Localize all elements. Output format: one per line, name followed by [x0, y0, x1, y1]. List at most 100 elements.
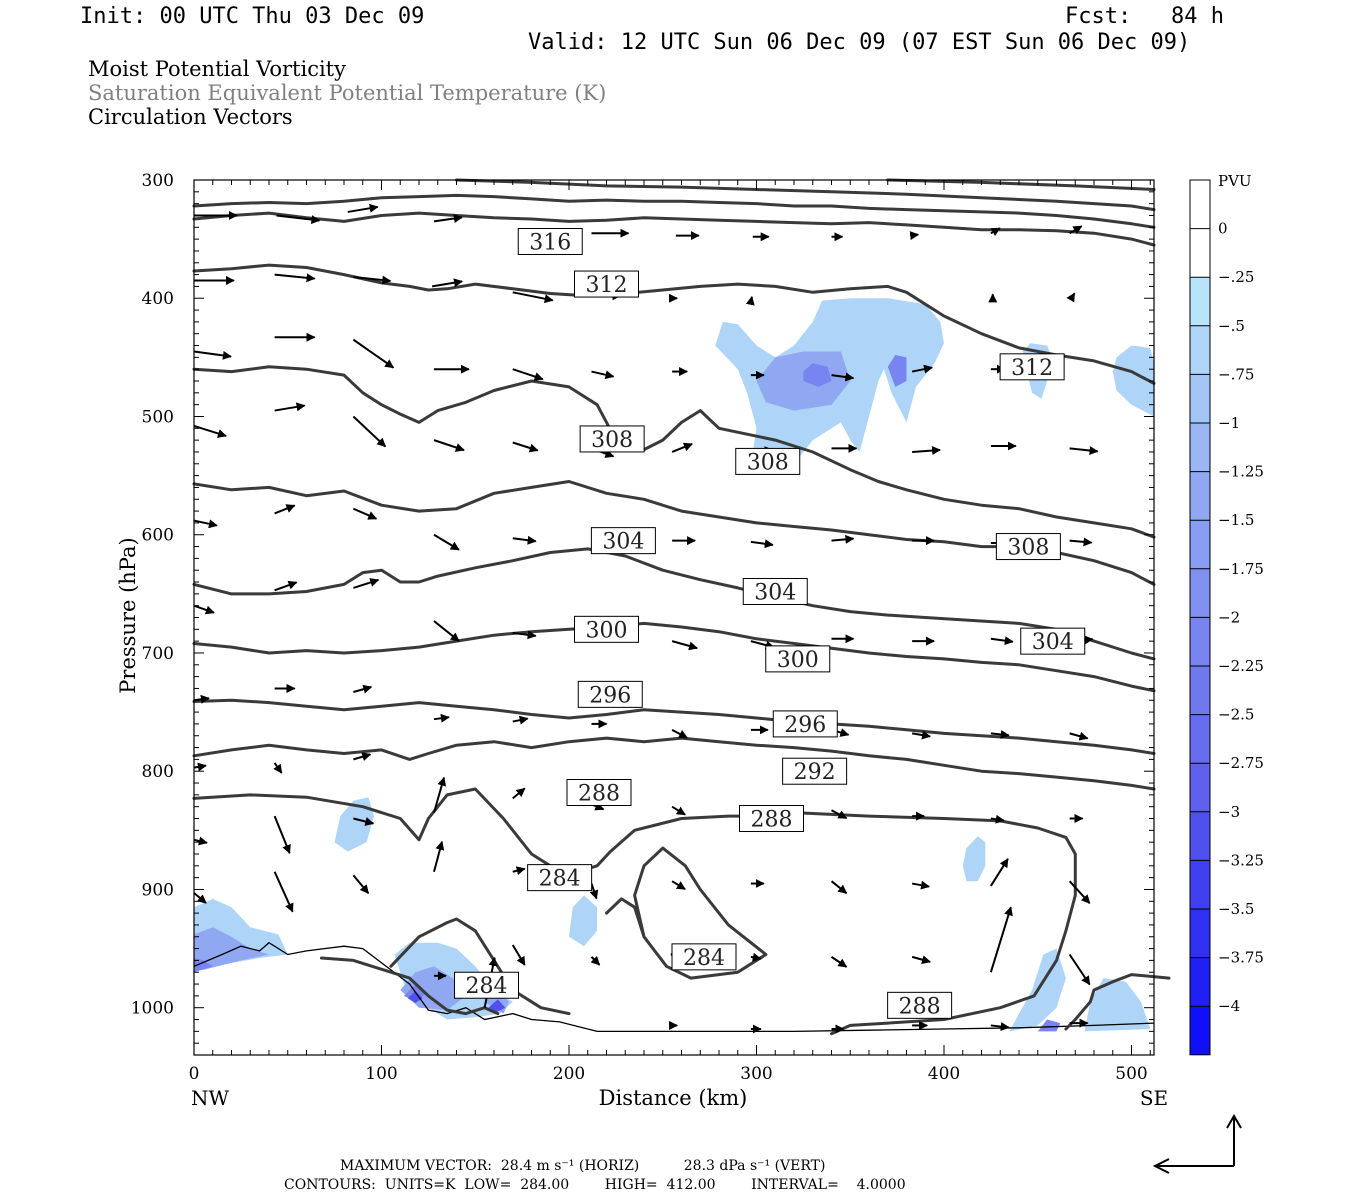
circulation-vector [750, 539, 774, 549]
contour-label: 316 [517, 227, 583, 255]
colorbar-label: −3.5 [1218, 900, 1254, 918]
pv-region [887, 355, 907, 387]
pv-region [1084, 978, 1151, 1032]
y-tick-label: 700 [142, 644, 174, 664]
x-end-label-nw: NW [191, 1086, 230, 1110]
colorbar-label: −2.5 [1218, 706, 1254, 724]
theta-es-contour-312 [192, 263, 1156, 385]
x-tick-label: 500 [1115, 1064, 1147, 1084]
circulation-vector [353, 275, 392, 285]
contour-label-text: 288 [751, 808, 793, 833]
theta-es-contour-324 [455, 178, 1156, 212]
circulation-vector [830, 956, 848, 968]
circulation-vector [431, 278, 464, 288]
circulation-vector [512, 535, 537, 545]
colorbar-label: −.25 [1218, 268, 1254, 286]
pv-region [334, 797, 374, 852]
max-vector-note: MAXIMUM VECTOR: 28.4 m s⁻¹ (HORIZ) 28.3 … [340, 1158, 826, 1174]
contour-label: 288 [739, 805, 804, 833]
circulation-vector [1069, 731, 1089, 741]
theta-es-contour-308 [192, 365, 1156, 539]
circulation-vector [433, 620, 460, 642]
circulation-vector [1068, 953, 1091, 986]
contour-label: 292 [782, 757, 848, 785]
contour-label: 288 [566, 779, 632, 807]
field-title-vectors: Circulation Vectors [88, 105, 293, 129]
y-tick-label: 900 [142, 880, 174, 900]
contour-label-text: 316 [529, 230, 571, 255]
circulation-vector [193, 519, 218, 529]
circulation-vector [512, 291, 554, 304]
x-tick-label: 0 [189, 1064, 200, 1084]
colorbar-swatch [1190, 471, 1210, 521]
plot-area [194, 180, 1154, 1055]
colorbar-swatch [1190, 666, 1210, 715]
circulation-vector [352, 874, 370, 894]
x-tick-label: 300 [740, 1064, 772, 1084]
colorbar-swatch [1190, 374, 1210, 423]
init-time: Init: 00 UTC Thu 03 Dec 09 [80, 4, 425, 29]
contour-label-box [517, 227, 583, 255]
contour-label-text: 304 [602, 530, 644, 555]
circulation-vector [990, 814, 1005, 824]
axes-layer: 300 400 500 600 700 800 900 1000 0 100 200 300 400 50… [116, 171, 1168, 1110]
pv-region [962, 836, 986, 882]
pv-colorbar: PVU 0 −.25 −.5 −.75 −1 −1.25 −1.5 −1.75 −2 −2.25 −2… [1189, 172, 1264, 1056]
contour-label-text: 292 [794, 760, 836, 785]
contour-label-box [527, 864, 593, 892]
contour-label-box [574, 615, 639, 643]
circulation-vector [353, 817, 375, 826]
x-axis-label: Distance (km) [599, 1086, 748, 1110]
circulation-vector [830, 880, 848, 894]
contour-label-box [765, 645, 831, 673]
contour-label: 304 [1020, 627, 1086, 655]
pv-region [756, 351, 851, 411]
circulation-vector [511, 944, 526, 966]
circulation-vector [990, 227, 1001, 237]
contour-label-text: 300 [777, 648, 819, 673]
contour-label: 308 [995, 533, 1061, 561]
circulation-vector [276, 214, 321, 225]
colorbar-swatch [1190, 520, 1210, 569]
y-tick-label: 500 [142, 407, 174, 427]
theta-es-contour-304 [192, 547, 1156, 661]
field-title-theta-es: Saturation Equivalent Potential Temperat… [88, 81, 607, 105]
circulation-vector [274, 580, 298, 592]
circulation-vector [512, 368, 544, 381]
contour-label-box [577, 680, 643, 708]
contour-label-text: 288 [578, 782, 620, 807]
contour-label-text: 284 [683, 946, 725, 971]
theta-es-contour-320 [192, 193, 1156, 229]
contour-label-box [735, 447, 801, 475]
contour-label: 304 [742, 577, 808, 605]
contour-label-box [782, 757, 848, 785]
circulation-vector [671, 442, 693, 453]
theta-es-contour-288 [192, 787, 1077, 1036]
contour-label-box [999, 353, 1065, 381]
y-tick-label: 1000 [131, 999, 174, 1019]
x-end-label-se: SE [1140, 1086, 1168, 1110]
pv-region [803, 363, 832, 387]
contour-label-box [566, 779, 632, 806]
contour-label: 288 [887, 991, 953, 1019]
circulation-vector [989, 906, 1013, 973]
theta-es-contour-284 [389, 917, 571, 1016]
circulation-vector [590, 955, 601, 966]
contour-label-text: 308 [747, 450, 789, 475]
contour-label-text: 308 [1007, 536, 1049, 561]
contour-info-note: CONTOURS: UNITS=K LOW= 284.00 HIGH= 412.… [284, 1177, 906, 1193]
circulation-vector [352, 415, 387, 448]
colorbar-label: 0 [1218, 220, 1228, 238]
contour-label-text: 312 [586, 273, 628, 298]
colorbar-swatch [1190, 617, 1210, 666]
circulation-vector [512, 715, 529, 725]
circulation-vector [352, 507, 378, 520]
contour-label: 308 [579, 425, 645, 453]
circulation-vector [671, 728, 688, 739]
colorbar-swatch [1190, 763, 1210, 812]
circulation-vector [671, 880, 686, 891]
colorbar-label: −.75 [1218, 365, 1254, 383]
circulation-vector [433, 533, 460, 551]
colorbar-label: −3.75 [1218, 949, 1264, 967]
contour-label-text: 284 [466, 974, 508, 999]
